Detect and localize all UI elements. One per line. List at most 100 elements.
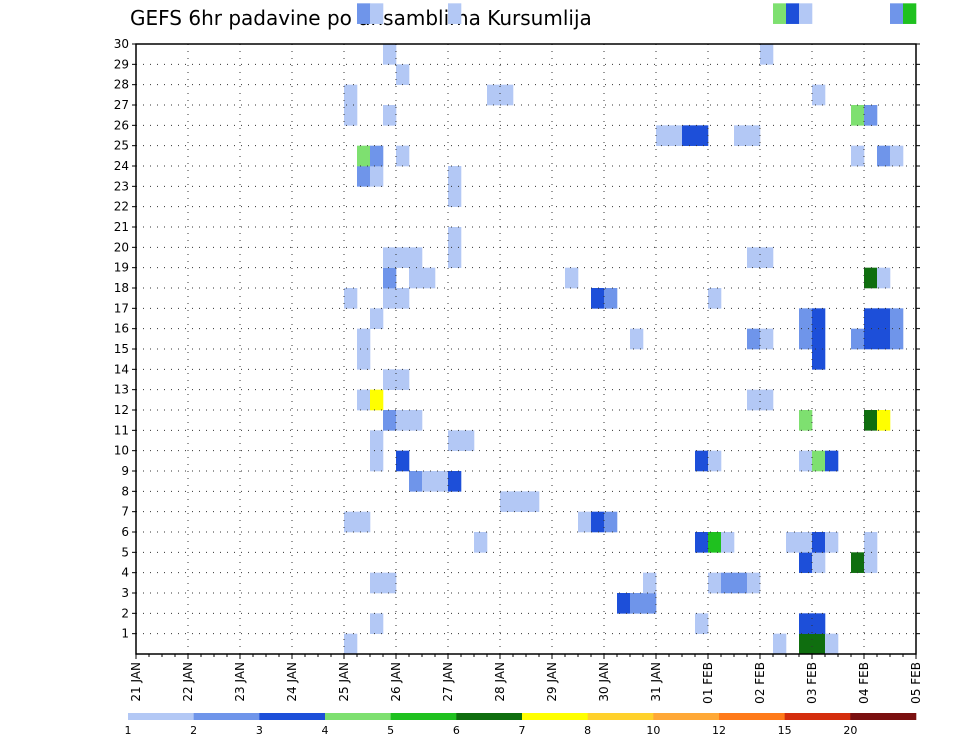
x-tick-label: 30 JAN <box>597 662 611 702</box>
data-cell <box>799 450 813 472</box>
legend-label: 8 <box>584 724 591 737</box>
x-tick-label: 01 FEB <box>701 662 715 704</box>
data-cell <box>357 328 371 350</box>
y-tick-label: 9 <box>121 464 129 478</box>
y-tick-label: 14 <box>114 362 129 376</box>
data-cell <box>383 247 397 268</box>
data-cell <box>396 145 410 167</box>
data-cell <box>708 288 722 309</box>
data-cell <box>344 288 358 309</box>
data-cell <box>474 532 488 553</box>
y-tick-label: 29 <box>114 57 129 71</box>
data-cell <box>396 410 410 431</box>
data-cell <box>344 511 358 533</box>
data-cell <box>799 308 813 329</box>
data-cell <box>799 328 813 350</box>
data-cell <box>812 532 826 553</box>
legend-label: 5 <box>387 724 394 737</box>
data-cell <box>864 410 878 431</box>
data-cell <box>773 633 787 655</box>
data-cell <box>383 369 397 390</box>
x-tick-label: 31 JAN <box>649 662 663 702</box>
data-cell <box>734 125 748 146</box>
legend-label: 2 <box>190 724 197 737</box>
y-tick-label: 5 <box>121 545 129 559</box>
data-cell <box>851 145 865 167</box>
data-cell <box>812 552 826 573</box>
x-tick-label: 05 FEB <box>909 662 923 704</box>
data-cell <box>864 308 878 329</box>
x-tick-label: 26 JAN <box>389 662 403 702</box>
y-tick-label: 15 <box>114 342 129 356</box>
data-cell <box>721 532 735 553</box>
data-cell <box>344 633 358 655</box>
data-cell <box>396 247 410 268</box>
data-cell <box>383 44 397 65</box>
data-cell <box>903 3 917 24</box>
data-cell <box>864 267 878 289</box>
legend-label: 1 <box>125 724 132 737</box>
data-cell <box>383 410 397 431</box>
data-cell <box>526 491 540 512</box>
data-cell <box>747 389 761 411</box>
data-cell <box>760 247 774 268</box>
y-tick-label: 11 <box>114 423 129 437</box>
data-cell <box>864 328 878 350</box>
legend-color-swatch <box>193 713 260 720</box>
data-cell <box>890 145 904 167</box>
data-cell <box>877 410 891 431</box>
data-cell <box>617 593 631 614</box>
data-cell <box>851 552 865 573</box>
data-cell <box>422 267 436 289</box>
y-tick-label: 30 <box>114 37 129 51</box>
data-cell <box>357 389 371 411</box>
data-cell <box>500 84 514 106</box>
data-cell <box>565 267 579 289</box>
data-cell <box>760 44 774 65</box>
data-cell <box>695 613 709 634</box>
y-tick-label: 2 <box>121 606 129 620</box>
data-cell <box>864 532 878 553</box>
data-cell <box>695 532 709 553</box>
data-cell <box>487 84 501 106</box>
y-tick-label: 7 <box>121 505 129 519</box>
legend-label: 6 <box>453 724 460 737</box>
x-tick-label: 29 JAN <box>545 662 559 702</box>
data-cell <box>825 450 839 472</box>
data-cell <box>604 288 618 309</box>
y-tick-label: 23 <box>114 179 129 193</box>
data-cell <box>344 84 358 106</box>
y-tick-label: 28 <box>114 78 129 92</box>
x-tick-label: 23 JAN <box>233 662 247 702</box>
data-cell <box>383 105 397 126</box>
data-cell <box>877 308 891 329</box>
data-cell <box>773 3 787 24</box>
data-cell <box>357 511 371 533</box>
data-cell <box>409 267 423 289</box>
y-tick-label: 12 <box>114 403 129 417</box>
data-cell <box>890 328 904 350</box>
x-tick-label: 28 JAN <box>493 662 507 702</box>
data-cell <box>578 511 592 533</box>
y-tick-label: 8 <box>121 484 129 498</box>
data-cell <box>747 247 761 268</box>
y-tick-label: 6 <box>121 525 129 539</box>
y-tick-label: 21 <box>114 220 129 234</box>
data-cell <box>396 288 410 309</box>
y-tick-label: 17 <box>114 301 129 315</box>
data-cell <box>370 450 384 472</box>
data-cell <box>370 613 384 634</box>
data-cell <box>448 3 462 24</box>
data-cell <box>786 532 800 553</box>
data-cell <box>357 3 371 24</box>
data-cell <box>448 471 462 492</box>
data-cell <box>396 450 410 472</box>
legend-color-swatch <box>653 713 720 720</box>
data-cell <box>890 308 904 329</box>
data-cell <box>448 430 462 451</box>
data-cell <box>630 328 644 350</box>
legend-color-swatch <box>784 713 851 720</box>
data-cell <box>357 145 371 167</box>
data-cell <box>721 572 735 594</box>
